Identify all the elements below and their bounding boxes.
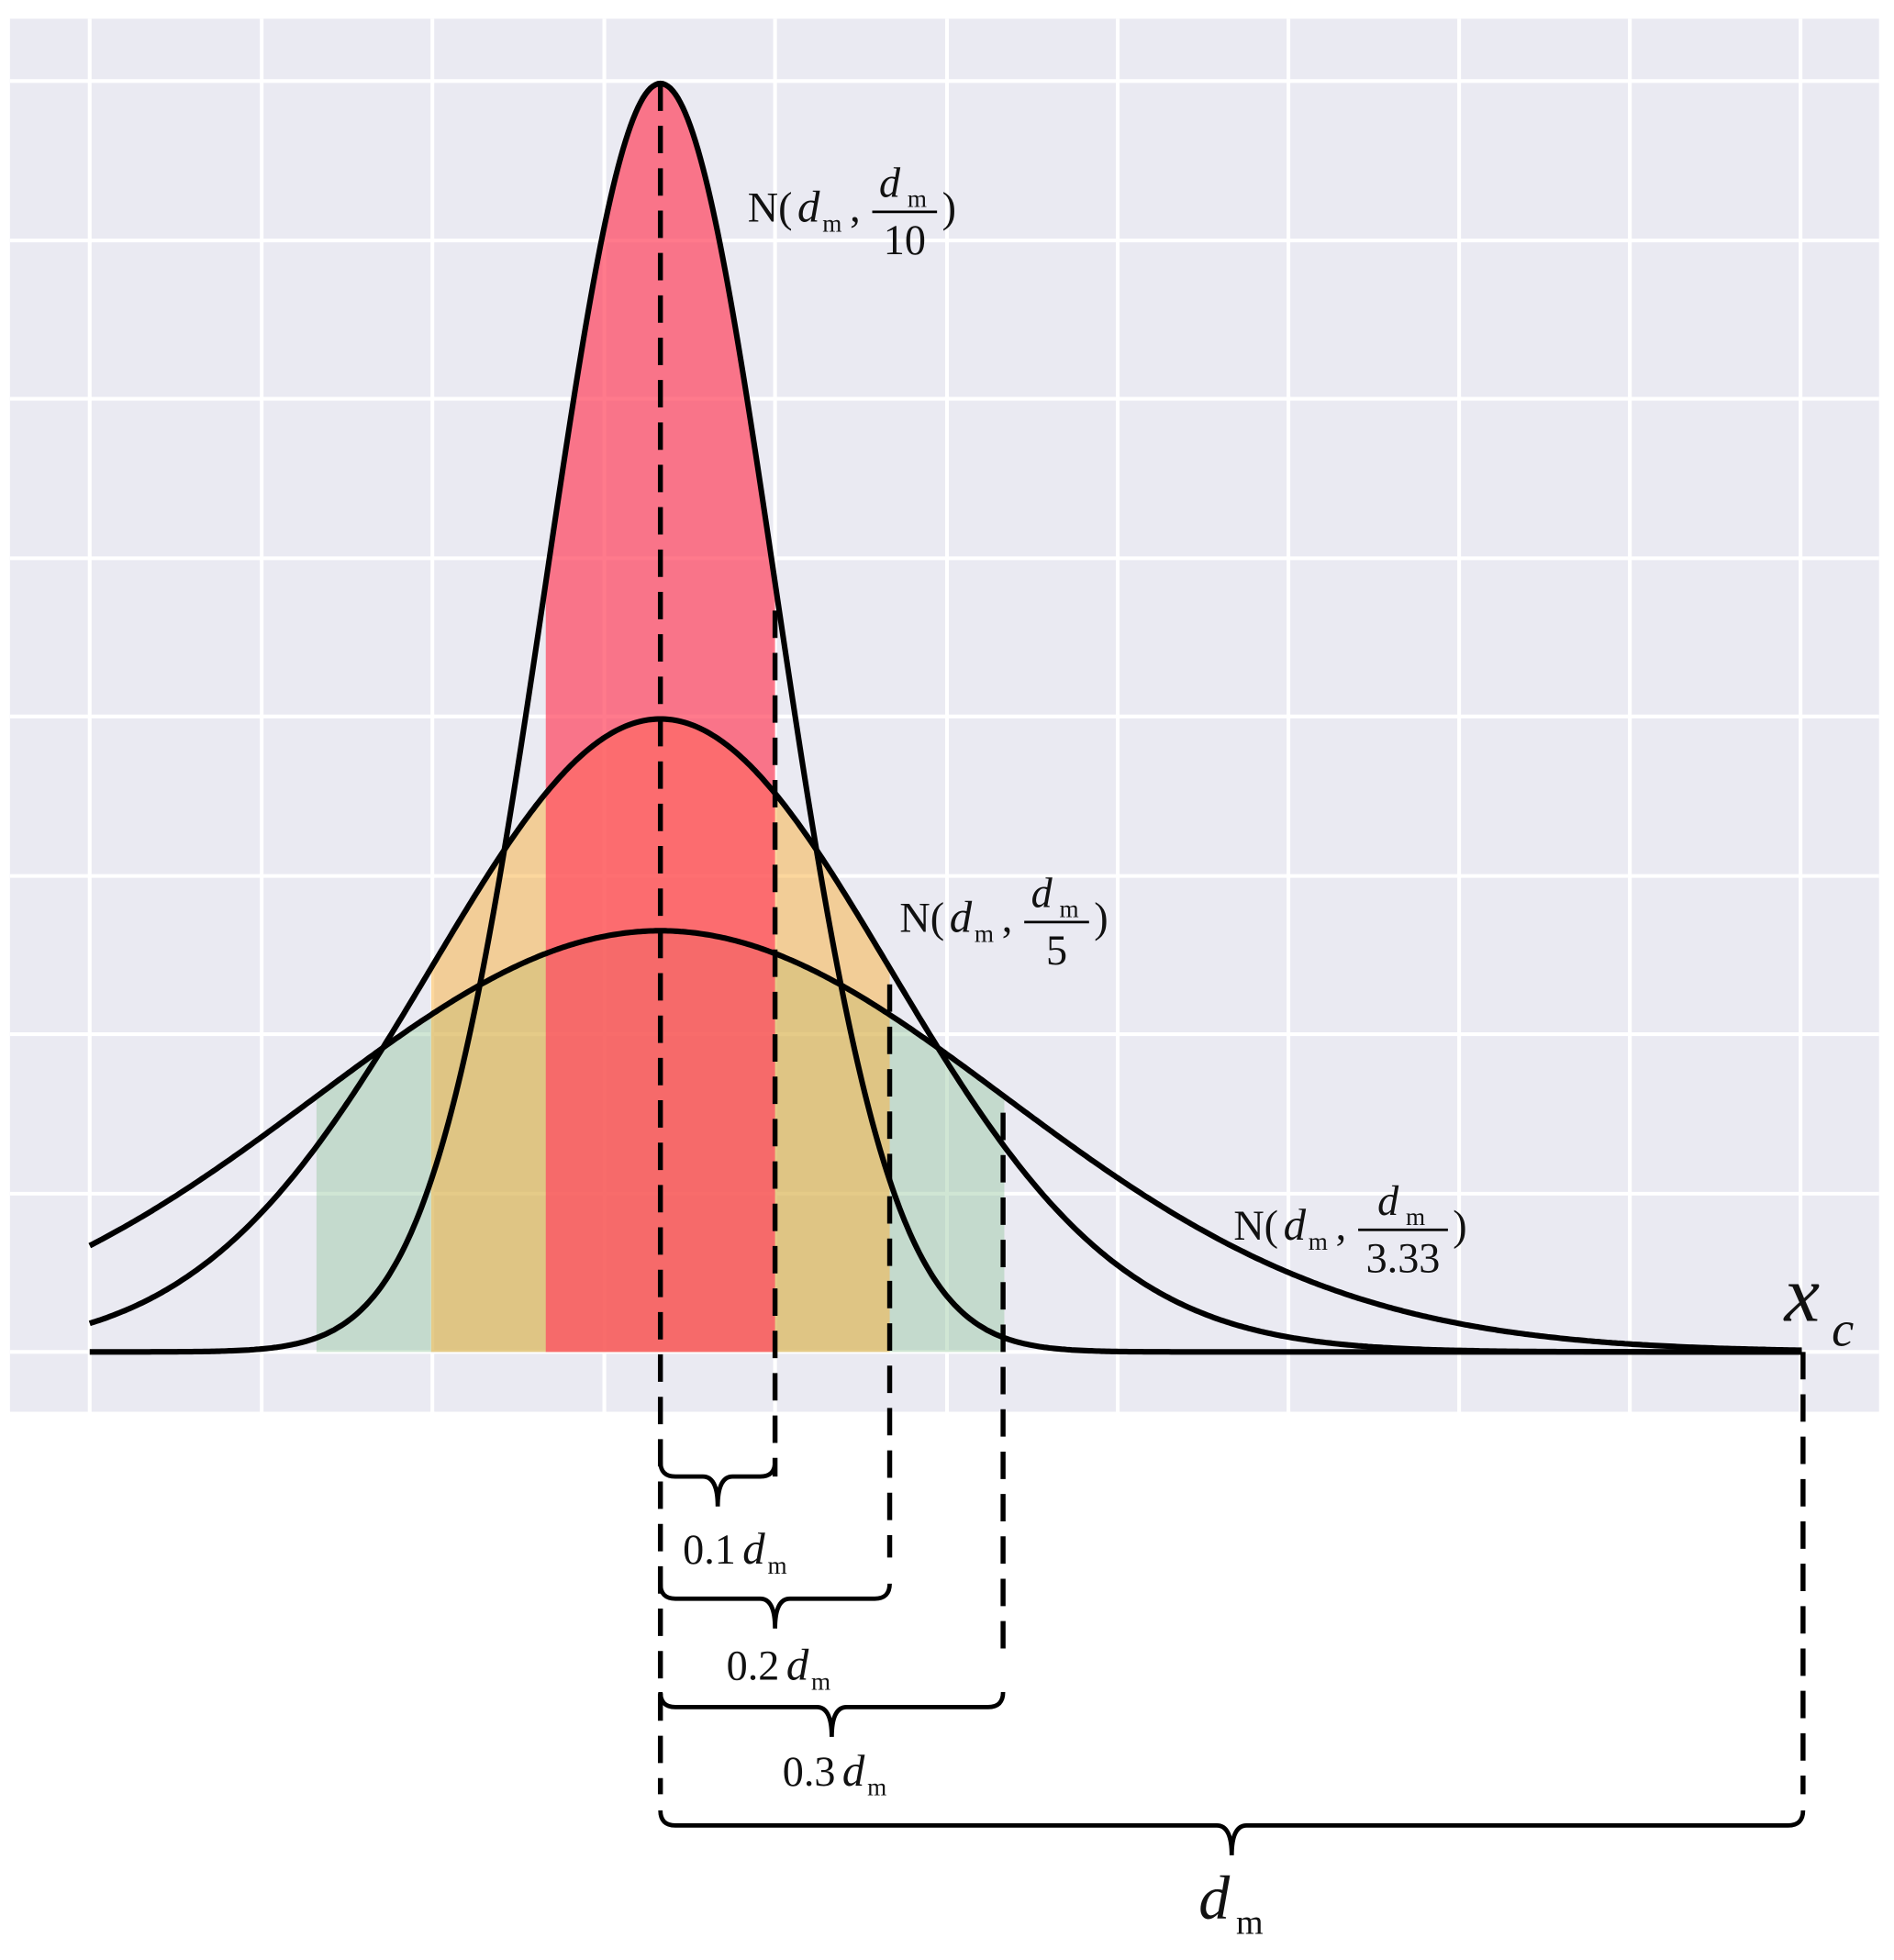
braces bbox=[658, 1461, 1806, 1855]
label-comma: , bbox=[850, 184, 861, 231]
label-prefix: N( bbox=[899, 895, 944, 941]
label-mean-sub: m bbox=[1309, 1228, 1328, 1255]
label-den: 5 bbox=[1046, 927, 1067, 974]
curve bbox=[88, 928, 1802, 1353]
label-den: 3.33 bbox=[1366, 1234, 1441, 1281]
offset-var: d bbox=[842, 1745, 865, 1796]
label-mean-sub: m bbox=[822, 210, 841, 238]
total-sub: m bbox=[1236, 1903, 1264, 1942]
dashed-lines bbox=[657, 83, 1806, 1795]
offset-var: d bbox=[742, 1523, 765, 1574]
offset-coef: 0.2 bbox=[727, 1642, 780, 1688]
axis-var: x bbox=[1783, 1250, 1821, 1338]
label-num-sub: m bbox=[1060, 895, 1079, 922]
total-var: d bbox=[1198, 1864, 1231, 1932]
offset-sub: m bbox=[767, 1552, 786, 1579]
label-comma: , bbox=[1336, 1202, 1347, 1249]
label-suffix: ) bbox=[1453, 1202, 1466, 1249]
labels: N(d m ,d m10)N(d m ,d m5)N(d m ,d m3.33)0.1 d m0.2 d… bbox=[683, 160, 1854, 1943]
axis-sub: c bbox=[1832, 1302, 1854, 1357]
brace bbox=[658, 1583, 892, 1629]
offset-var: d bbox=[786, 1639, 809, 1689]
label-suffix: ) bbox=[942, 184, 956, 231]
offset-coef: 0.1 bbox=[683, 1526, 736, 1573]
brace bbox=[658, 1461, 777, 1507]
label-prefix: N( bbox=[748, 184, 793, 231]
label-num: d bbox=[1377, 1177, 1399, 1224]
label-num: d bbox=[1031, 870, 1053, 917]
label-comma: , bbox=[1002, 895, 1013, 941]
label-mean: d bbox=[950, 892, 973, 942]
label-mean-sub: m bbox=[975, 920, 994, 948]
label-num-sub: m bbox=[1406, 1203, 1425, 1231]
offset-coef: 0.3 bbox=[783, 1748, 836, 1795]
label-den: 10 bbox=[884, 217, 926, 263]
brace bbox=[658, 1691, 1006, 1737]
label-num-sub: m bbox=[908, 184, 927, 212]
curves bbox=[88, 80, 1802, 1355]
label-prefix: N( bbox=[1233, 1202, 1278, 1249]
label-suffix: ) bbox=[1094, 895, 1108, 941]
label-num: d bbox=[879, 160, 901, 206]
brace bbox=[658, 1810, 1806, 1855]
label-mean: d bbox=[797, 182, 820, 232]
curve bbox=[88, 716, 1802, 1355]
offset-sub: m bbox=[867, 1774, 886, 1801]
offset-sub: m bbox=[811, 1667, 830, 1695]
label-mean: d bbox=[1284, 1199, 1307, 1250]
